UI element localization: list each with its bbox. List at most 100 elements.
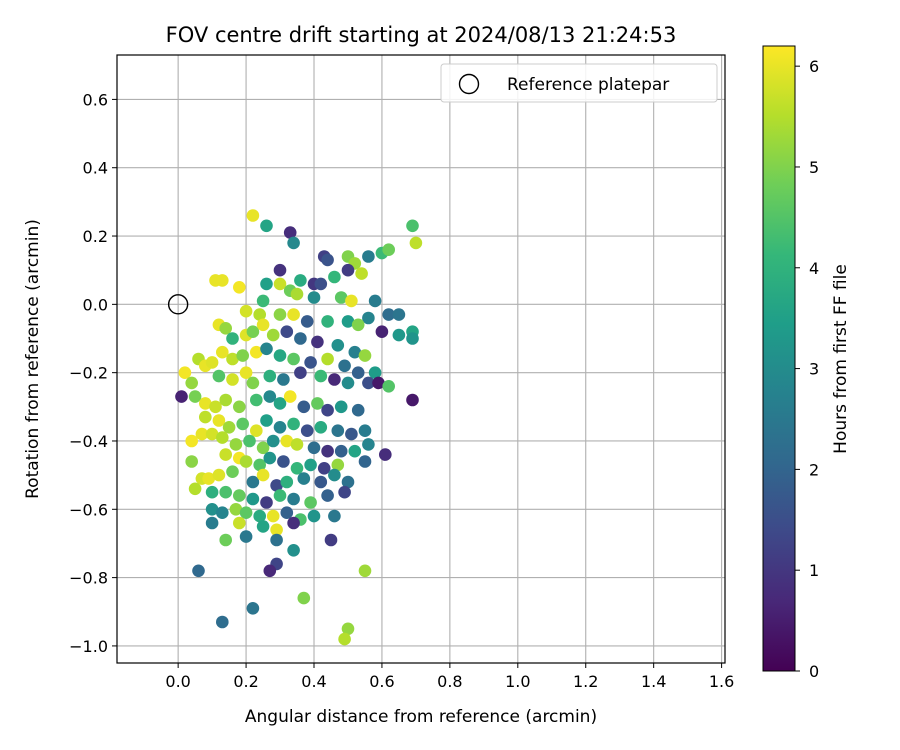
data-point [185,376,198,390]
data-point [297,400,311,414]
data-point [294,332,307,345]
data-point [199,397,212,410]
data-point [260,414,273,427]
data-point [392,328,406,342]
data-point [328,270,341,284]
data-point [239,366,253,380]
data-point [188,390,202,403]
data-point [311,397,324,410]
data-point [324,533,338,547]
data-point [334,444,348,458]
colorbar-tick-label: 0 [809,662,819,681]
data-point [351,403,365,417]
data-point [351,318,365,332]
data-point [341,315,355,328]
x-tick-label: 1.4 [641,672,666,691]
data-point [219,485,232,499]
data-point [341,622,355,636]
data-point [406,219,419,233]
data-point [246,602,260,615]
data-point [362,376,375,390]
data-point [219,393,232,407]
data-point [287,516,300,530]
data-point [304,496,317,509]
data-point [199,410,212,424]
data-point [280,475,294,489]
data-point [273,349,287,362]
data-point [392,308,406,321]
data-point [219,322,232,335]
data-point [321,253,334,267]
colorbar-frame [762,45,796,672]
data-point [304,458,317,472]
data-point [256,468,270,482]
x-tick-label: 0.2 [233,672,258,691]
data-point [358,349,372,362]
data-point [246,492,260,506]
data-point [314,475,328,489]
y-tick-label: −0.4 [69,432,108,451]
data-point [382,380,396,393]
data-point [266,509,280,523]
data-point [192,564,205,578]
data-point [338,485,351,499]
data-point [290,462,304,475]
y-tick-label: −1.0 [69,637,108,656]
data-point [202,472,215,485]
data-point [290,287,304,301]
data-point [233,489,246,502]
data-point [266,328,280,342]
data-point [273,421,287,434]
data-point [256,318,270,332]
data-point [246,209,260,222]
colorbar-tick-label: 3 [809,360,819,379]
data-point [239,506,253,519]
data-point [178,366,192,380]
data-point [321,403,334,417]
data-point [185,455,198,468]
data-point [338,359,351,373]
data-point [216,274,229,287]
data-point [226,373,239,386]
data-point [368,366,382,380]
data-point [243,434,256,448]
data-point [212,369,226,383]
plot-frame [116,54,726,664]
y-tick-label: 0.4 [83,159,108,178]
data-point [205,427,219,441]
colorbar-tick-label: 4 [809,259,819,278]
data-point [236,417,249,431]
data-point [273,397,287,410]
data-points [175,209,423,646]
data-point [287,544,300,557]
data-point [205,503,219,516]
data-point [219,533,232,547]
data-point [314,369,328,383]
data-point [260,496,273,509]
data-point [348,444,362,458]
data-point [263,564,277,578]
data-point [311,335,324,349]
reference-marker-group [167,294,189,315]
colorbar-label: Hours from first FF file [831,264,851,454]
data-point [246,475,260,489]
data-point [321,444,334,458]
data-point [287,492,300,506]
data-point [358,424,372,438]
data-point [260,277,273,291]
legend-label: Reference platepar [507,75,669,95]
data-point [409,236,423,250]
data-point [355,267,368,280]
data-point [294,366,307,380]
data-point [188,482,202,496]
data-point [236,349,249,362]
data-point [270,523,283,537]
colorbar-tick-label: 6 [809,57,819,76]
data-point [280,434,294,448]
data-point [277,373,290,386]
data-point [216,615,229,629]
data-point [209,400,222,414]
data-point [307,441,321,455]
